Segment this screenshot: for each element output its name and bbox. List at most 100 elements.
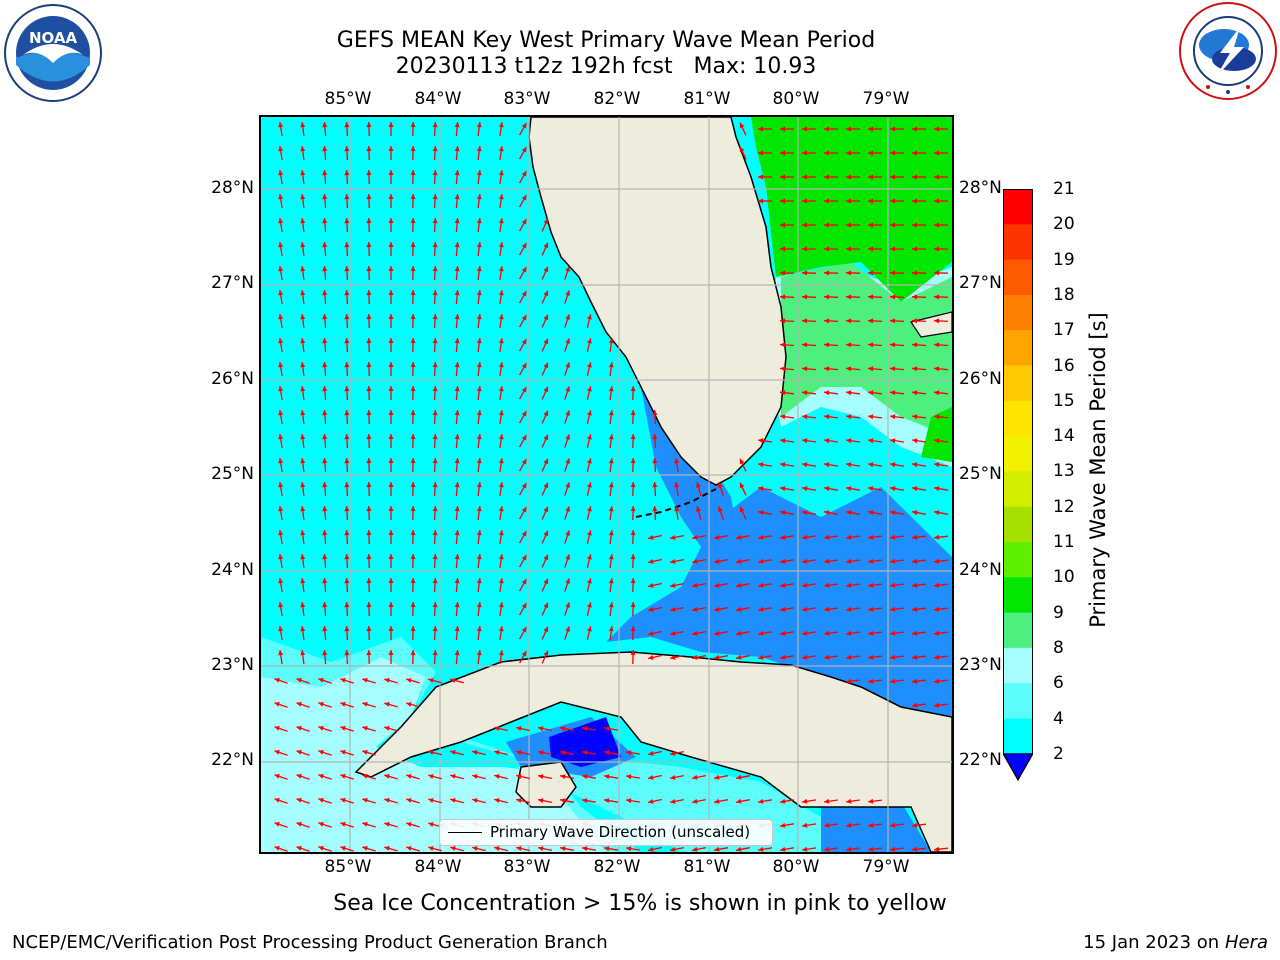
wave-direction-arrowhead [300,482,306,488]
wave-direction-arrowhead [322,410,328,416]
wave-direction-arrowhead [736,534,742,540]
wave-direction-arrowhead [626,846,632,852]
wave-direction-arrowhead [344,482,350,488]
wave-direction-arrowhead [274,750,280,755]
wave-direction-arrowhead [868,366,874,372]
nws-logo [1178,1,1278,101]
wave-direction-arrowhead [608,482,614,488]
lat-label-right: 24°N [959,560,1002,580]
wave-direction-arrowhead [802,558,808,564]
wave-direction-arrowhead [565,410,570,416]
wave-direction-arrowhead [934,390,940,396]
wave-direction-arrowhead [780,510,786,516]
wave-direction-arrowhead [565,266,570,272]
wave-direction-arrowhead [890,822,896,828]
wave-direction-arrowhead [758,534,764,540]
sea-ice-note: Sea Ice Concentration > 15% is shown in … [333,891,947,916]
wave-direction-arrowhead [543,362,549,369]
wave-direction-arrowhead [868,270,874,276]
colorbar-tick-label: 16 [1053,355,1075,376]
wave-direction-arrowhead [450,846,456,851]
wave-direction-arrowhead [714,654,720,660]
wave-direction-arrowhead [521,338,527,345]
wave-direction-arrowhead [278,194,284,200]
wave-direction-arrowhead [454,218,460,224]
wave-direction-arrowhead [322,482,328,488]
wave-direction-arrowhead [714,798,720,804]
wave-direction-arrowhead [802,462,808,468]
wave-direction-arrowhead [274,678,280,683]
wave-direction-arrowhead [934,366,940,372]
wave-direction-arrowhead [890,126,895,132]
wave-direction-arrowhead [278,122,284,128]
wave-direction-arrowhead [934,678,940,684]
wave-direction-arrowhead [521,578,527,585]
chart-subtitle: 20230113 t12z 192h fcst Max: 10.93 [395,54,817,79]
wave-direction-arrowhead [454,362,460,368]
wave-direction-arrowhead [780,438,786,444]
wave-direction-arrowhead [410,146,416,152]
wave-direction-arrowhead [432,410,438,416]
wave-direction-arrowhead [565,362,570,368]
wave-direction-arrowhead [780,822,786,828]
graticule [261,117,952,852]
wave-direction-arrowhead [934,294,940,300]
wave-direction-arrowhead [846,558,852,564]
wave-direction-arrowhead [934,702,940,708]
wave-direction-arrowhead [300,506,306,512]
wave-direction-arrowhead [630,530,636,536]
wave-direction-arrowhead [344,386,350,392]
wave-direction-arrowhead [587,530,592,536]
colorbar-tick-label: 2 [1053,743,1064,764]
wave-direction-arrowhead [543,266,549,273]
wave-direction-arrowhead [758,654,764,660]
lat-label-left: 27°N [211,273,254,293]
wave-direction-arrowhead [340,750,346,755]
period-zone-9-10 [781,262,952,437]
period-zone-lt2 [549,717,621,767]
wave-direction-arrowhead [565,506,570,512]
wave-direction-arrowhead [384,774,390,779]
colorbar-tick-label: 6 [1053,673,1064,694]
wave-direction-arrowhead [587,434,592,440]
wave-direction-arrowhead [868,510,874,516]
wave-direction-arrowhead [388,482,394,487]
wave-direction-arrowhead [432,194,438,200]
wave-direction-arrowhead [868,390,874,396]
wave-direction-arrowhead [476,362,482,368]
wave-direction-arrowhead [296,822,302,827]
wave-direction-arrowhead [538,750,544,756]
wave-direction-arrowhead [802,318,808,324]
wave-direction-arrowhead [516,846,522,851]
wave-direction-arrowhead [494,750,500,755]
wave-direction-arrowhead [587,314,592,320]
wave-direction-arrowhead [494,846,500,851]
wave-direction-arrowhead [454,170,460,176]
wave-direction-arrowhead [868,654,874,660]
wave-direction-arrowhead [278,482,284,488]
wave-direction-arrowhead [758,582,764,588]
wave-direction-arrowhead [692,534,698,540]
wave-direction-arrowhead [521,290,527,297]
wave-direction-arrowhead [868,606,874,612]
wave-direction-arrowhead [802,270,808,276]
wave-direction-arrowhead [366,458,372,464]
wave-direction-arrowhead [696,506,701,512]
wave-direction-arrowhead [587,578,592,584]
wave-direction-arrowhead [521,146,527,153]
wave-direction-arrowhead [626,750,632,756]
wave-direction-arrowhead [476,626,482,632]
wave-direction-arrowhead [890,366,896,372]
lon-label-bottom: 83°W [503,857,551,877]
wave-direction-arrowhead [890,246,895,252]
wave-direction-arrowhead [278,362,284,368]
wave-direction-arrowhead [565,602,570,608]
wave-direction-arrowhead [780,198,785,204]
wave-direction-arrowhead [648,655,654,660]
wave-direction-arrowhead [846,342,852,348]
colorbar-segment [1003,683,1033,719]
wave-direction-arrowhead [366,362,372,368]
wave-direction-arrowhead [758,174,763,180]
colorbar-segment [1003,542,1033,578]
wave-direction-arrowhead [824,582,830,588]
